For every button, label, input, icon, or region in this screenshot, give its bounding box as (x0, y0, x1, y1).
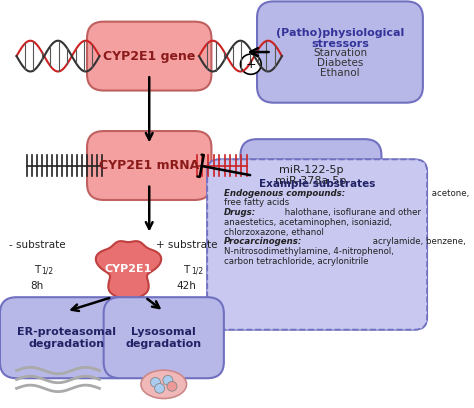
FancyBboxPatch shape (257, 1, 423, 103)
Text: + substrate: + substrate (156, 240, 217, 251)
Text: Endogenous compounds:: Endogenous compounds: (224, 188, 345, 197)
Circle shape (240, 54, 261, 74)
Text: Ethanol: Ethanol (320, 68, 360, 78)
FancyBboxPatch shape (87, 131, 211, 200)
Text: acrylamide, benzene,: acrylamide, benzene, (370, 237, 466, 246)
Text: 8h: 8h (31, 281, 44, 291)
FancyBboxPatch shape (87, 22, 211, 91)
Polygon shape (96, 241, 161, 303)
Text: halothane, isoflurane and other: halothane, isoflurane and other (283, 208, 421, 217)
Text: N-nitrosodimethylamine, 4-nitrophenol,: N-nitrosodimethylamine, 4-nitrophenol, (224, 247, 394, 256)
FancyBboxPatch shape (207, 160, 427, 330)
Text: CYP2E1 gene: CYP2E1 gene (103, 50, 195, 62)
Text: CYP2E1 mRNA: CYP2E1 mRNA (99, 159, 200, 172)
Text: - substrate: - substrate (9, 240, 65, 251)
Circle shape (163, 375, 173, 385)
Ellipse shape (141, 370, 187, 399)
Text: Drugs:: Drugs: (224, 208, 256, 217)
Text: Lysosomal
degradation: Lysosomal degradation (126, 327, 202, 348)
FancyBboxPatch shape (207, 160, 427, 330)
FancyBboxPatch shape (240, 139, 382, 212)
Text: T: T (183, 265, 190, 275)
Text: 1/2: 1/2 (42, 267, 54, 276)
Text: acetone,: acetone, (429, 188, 469, 197)
Text: T: T (34, 265, 40, 275)
Text: Diabetes: Diabetes (317, 58, 363, 68)
Text: 1/2: 1/2 (191, 267, 203, 276)
Text: +: + (246, 58, 256, 71)
FancyBboxPatch shape (104, 297, 224, 378)
Text: (Patho)physiological
stressors: (Patho)physiological stressors (276, 28, 404, 49)
Text: CYP2E1: CYP2E1 (105, 264, 152, 274)
Text: ER-proteasomal
degradation: ER-proteasomal degradation (17, 327, 116, 348)
Text: chlorzoxazone, ethanol: chlorzoxazone, ethanol (224, 228, 324, 237)
Text: Starvation: Starvation (313, 48, 367, 58)
Circle shape (150, 377, 160, 387)
Text: Example substrates: Example substrates (259, 179, 375, 189)
Text: 42h: 42h (177, 281, 197, 291)
Text: miR-122-5p
miR-378a-5p: miR-122-5p miR-378a-5p (275, 165, 346, 186)
Text: Procarcinogens:: Procarcinogens: (224, 237, 302, 246)
FancyBboxPatch shape (0, 297, 133, 378)
Circle shape (167, 381, 177, 391)
Circle shape (155, 384, 164, 393)
Text: carbon tetrachloride, acrylonitrile: carbon tetrachloride, acrylonitrile (224, 257, 368, 266)
Text: free fatty acids: free fatty acids (224, 198, 289, 207)
Text: anaestetics, acetaminophen, isoniazid,: anaestetics, acetaminophen, isoniazid, (224, 218, 392, 227)
